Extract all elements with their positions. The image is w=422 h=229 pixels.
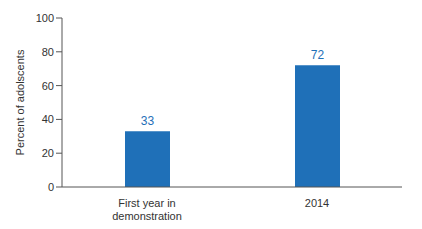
svg-text:33: 33 <box>141 114 155 128</box>
svg-text:100: 100 <box>36 12 54 24</box>
svg-text:80: 80 <box>42 46 54 58</box>
svg-text:2014: 2014 <box>305 197 329 209</box>
svg-text:60: 60 <box>42 80 54 92</box>
svg-text:20: 20 <box>42 147 54 159</box>
svg-text:demonstration: demonstration <box>112 210 182 221</box>
svg-text:40: 40 <box>42 113 54 125</box>
svg-text:First year in: First year in <box>118 197 175 209</box>
svg-text:Percent of adolscents: Percent of adolscents <box>14 49 26 155</box>
svg-text:0: 0 <box>48 181 54 193</box>
svg-text:72: 72 <box>311 48 325 62</box>
